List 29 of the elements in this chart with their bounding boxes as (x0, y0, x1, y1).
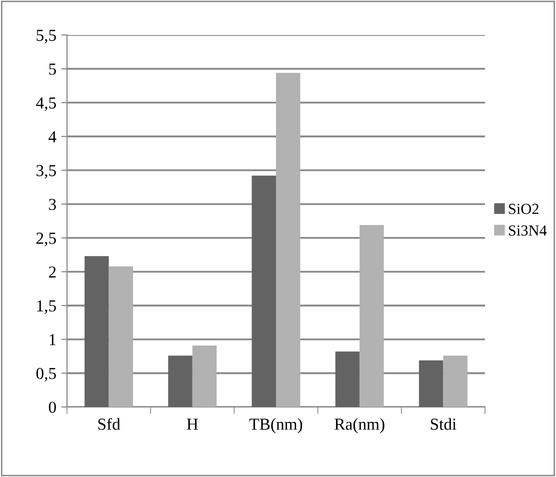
y-tick-label: 5,5 (36, 30, 56, 44)
x-tick-label: Ra(nm) (334, 418, 384, 434)
x-tick-label: TB(nm) (249, 418, 302, 434)
bar (418, 360, 444, 407)
bar (192, 345, 217, 407)
x-tick-label: H (186, 418, 198, 430)
y-tick-label: 4,5 (36, 97, 56, 111)
y-tick-label: 5 (49, 64, 56, 75)
bar (443, 356, 468, 407)
y-tick-label: 1 (50, 334, 56, 346)
x-tick-label: Sfd (98, 418, 120, 430)
y-tick-label: 0 (48, 402, 56, 413)
y-tick-label: 3,5 (36, 165, 56, 179)
legend-label: Si3N4 (508, 225, 547, 236)
legend-label: SiO2 (508, 204, 538, 214)
y-tick-label: 1,5 (37, 300, 56, 314)
bar (276, 72, 300, 407)
bar (84, 256, 109, 407)
y-tick-label: 2 (48, 266, 56, 278)
y-tick-label: 2,5 (36, 232, 56, 246)
bar (252, 176, 276, 407)
y-tick-label: 0,5 (36, 368, 56, 382)
bar (360, 225, 384, 407)
bar (108, 266, 134, 407)
y-tick-label: 3 (49, 198, 56, 210)
x-tick-label: Stdi (430, 418, 456, 430)
bar (168, 356, 192, 407)
bar (335, 352, 360, 407)
y-tick-label: 4 (48, 131, 56, 142)
